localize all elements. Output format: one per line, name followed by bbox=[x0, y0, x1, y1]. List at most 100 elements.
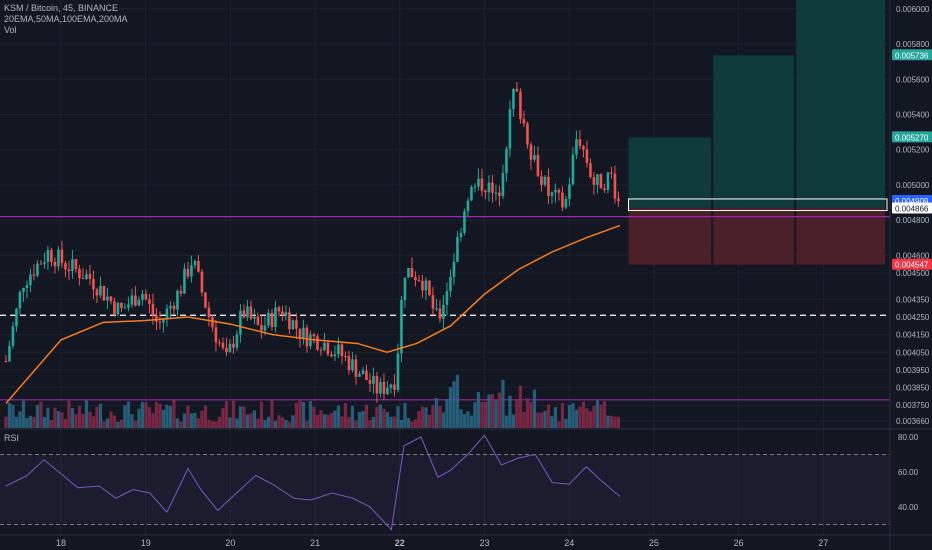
candle-body bbox=[578, 139, 582, 146]
volume-bar bbox=[238, 406, 243, 428]
volume-bar bbox=[536, 412, 540, 428]
volume-bar bbox=[172, 400, 176, 428]
volume-bar bbox=[112, 415, 117, 428]
candle-body bbox=[543, 176, 547, 185]
volume-bar bbox=[382, 409, 386, 428]
volume-bar bbox=[462, 413, 467, 428]
candle-body bbox=[102, 285, 106, 301]
candle-body bbox=[547, 176, 550, 196]
candle-body bbox=[326, 342, 330, 355]
price-tick-label: 0.004050 bbox=[896, 348, 930, 357]
volume-bar bbox=[179, 421, 183, 428]
candle-body bbox=[85, 274, 88, 279]
candle-body bbox=[242, 310, 246, 318]
volume-bar bbox=[417, 411, 421, 428]
volume-bar bbox=[32, 416, 36, 428]
volume-bar bbox=[497, 392, 502, 428]
volume-bar bbox=[592, 405, 596, 428]
candle-body bbox=[312, 334, 316, 337]
candle-body bbox=[239, 310, 242, 335]
price-tick-label: 0.004250 bbox=[896, 313, 930, 322]
candle-body bbox=[148, 299, 151, 304]
volume-bar bbox=[4, 416, 8, 428]
candle-body bbox=[529, 144, 533, 160]
candle-body bbox=[57, 249, 60, 267]
candle-body bbox=[169, 305, 172, 309]
volume-bar bbox=[466, 411, 470, 428]
rsi-label[interactable]: RSI bbox=[4, 433, 20, 443]
candle-body bbox=[508, 109, 512, 149]
candle-body bbox=[78, 268, 81, 279]
candle-body bbox=[386, 387, 389, 395]
volume-bar bbox=[249, 413, 253, 428]
volume-bar bbox=[98, 403, 103, 428]
volume-bar bbox=[511, 414, 516, 428]
volume-bar bbox=[312, 406, 316, 428]
volume-bar bbox=[529, 402, 533, 428]
volume-bar bbox=[189, 413, 194, 428]
volume-bar bbox=[165, 404, 169, 428]
candle-body bbox=[127, 304, 130, 308]
volume-bar bbox=[63, 419, 68, 428]
volume-bar bbox=[532, 389, 537, 428]
price-tick-label: 0.005600 bbox=[896, 75, 930, 84]
volume-bar bbox=[210, 421, 215, 428]
candle-body bbox=[347, 356, 351, 371]
volume-bar bbox=[203, 405, 208, 428]
volume-bar bbox=[504, 415, 509, 428]
candle-body bbox=[494, 192, 498, 194]
candle-body bbox=[568, 184, 571, 199]
volume-bar bbox=[602, 401, 607, 428]
candle-body bbox=[592, 177, 596, 185]
candle-body bbox=[50, 250, 53, 262]
candle-body bbox=[284, 312, 288, 316]
volume-bar bbox=[308, 401, 313, 428]
volume-bar bbox=[116, 421, 120, 428]
candle-body bbox=[151, 303, 155, 316]
volume-bar bbox=[574, 409, 579, 428]
candle-body bbox=[277, 307, 281, 312]
volume-bar bbox=[154, 401, 159, 428]
volume-bar bbox=[151, 412, 155, 428]
volume-line[interactable]: Vol bbox=[4, 25, 17, 35]
volume-bar bbox=[315, 414, 320, 428]
volume-bars bbox=[4, 374, 621, 428]
candle-body bbox=[123, 307, 127, 309]
target-zone bbox=[628, 137, 712, 208]
candle-body bbox=[344, 356, 347, 358]
candle-body bbox=[589, 163, 592, 178]
volume-bar bbox=[221, 408, 225, 428]
price-tick-label: 0.004150 bbox=[896, 331, 930, 340]
candle-body bbox=[46, 250, 50, 262]
candle-body bbox=[18, 291, 22, 309]
candle-body bbox=[25, 285, 29, 288]
volume-bar bbox=[494, 400, 498, 428]
candle-body bbox=[564, 198, 568, 208]
candle-body bbox=[333, 354, 337, 357]
candle-body bbox=[120, 302, 123, 308]
candle-body bbox=[533, 155, 536, 160]
volume-bar bbox=[14, 416, 19, 428]
candle-body bbox=[200, 271, 204, 293]
candle-body bbox=[291, 320, 295, 330]
price-tick-label: 0.003850 bbox=[896, 383, 930, 392]
candle-body bbox=[15, 308, 18, 327]
candle-body bbox=[561, 192, 564, 208]
horizontal-levels[interactable] bbox=[0, 216, 890, 401]
volume-bar bbox=[613, 416, 617, 428]
candle-body bbox=[470, 186, 473, 201]
volume-bar bbox=[46, 407, 50, 428]
trade-zones[interactable] bbox=[627, 0, 888, 265]
volume-bar bbox=[140, 402, 145, 428]
candle-body bbox=[585, 149, 589, 164]
price-tick-label: 0.005200 bbox=[896, 146, 930, 155]
price-tick-label: 0.005400 bbox=[896, 110, 930, 119]
symbol-line[interactable]: KSM / Bitcoin, 45, BINANCE bbox=[4, 3, 119, 13]
candle-body bbox=[141, 293, 144, 300]
volume-bar bbox=[175, 418, 180, 428]
candle-body bbox=[463, 211, 466, 233]
candle-body bbox=[130, 295, 134, 305]
indicators-line[interactable]: 20EMA,50MA,100EMA,200MA bbox=[4, 14, 128, 24]
